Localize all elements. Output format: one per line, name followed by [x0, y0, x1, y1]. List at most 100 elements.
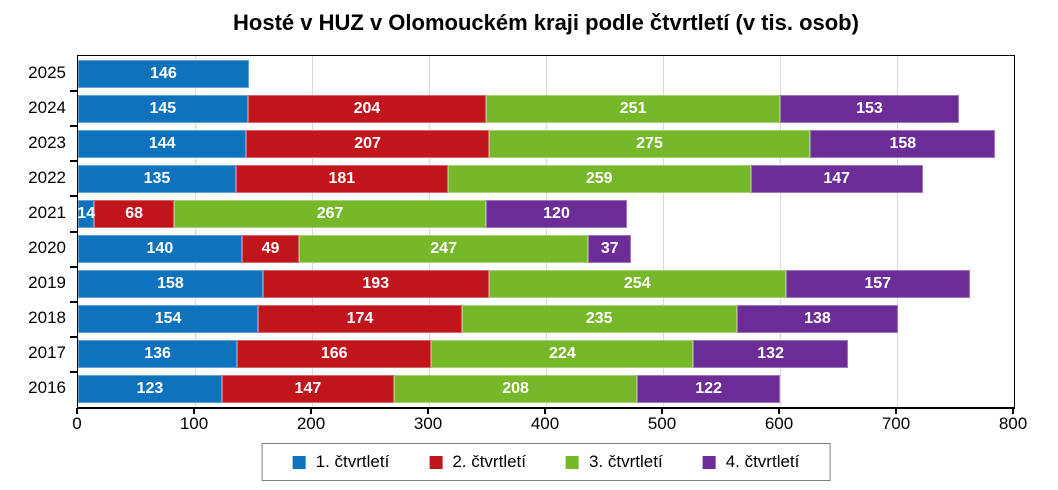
bar-segment-q4: 120: [486, 199, 627, 228]
bar-segment-q1: 135: [78, 164, 236, 193]
bar-segment-q3: 224: [431, 340, 694, 369]
bar-row: 144 207 275 158: [78, 129, 1014, 158]
bar-value-label: 144: [148, 134, 176, 152]
bar-segment-q4: 37: [588, 235, 632, 264]
y-axis-label: 2024: [28, 97, 66, 117]
bar-value-label: 147: [823, 169, 851, 187]
bar-segment-q2: 181: [235, 164, 448, 193]
bar-segment-q4: 153: [779, 94, 959, 123]
bar-segment-q1: 140: [78, 235, 242, 264]
bar-row: 145 204 251 153: [78, 94, 1014, 123]
x-axis-tick: [778, 408, 780, 414]
legend-item-q1: 1. čtvrtletí: [292, 452, 389, 472]
gridline: [897, 56, 898, 407]
x-axis-tick: [76, 408, 78, 414]
y-axis-label: 2018: [28, 308, 66, 328]
bar-row: 136 166 224 132: [78, 340, 1014, 369]
bar-value-label: 193: [362, 275, 390, 293]
bar-segment-q4: 158: [810, 129, 996, 158]
x-axis-tick: [427, 408, 429, 414]
bar-value-label: 251: [619, 99, 647, 117]
y-axis-tick: [70, 125, 77, 128]
bar-value-label: 157: [864, 275, 892, 293]
bar-segment-q3: 275: [488, 129, 811, 158]
bar-value-label: 166: [320, 345, 348, 363]
x-axis-label: 700: [881, 414, 911, 433]
bar-row: 154 174 235 138: [78, 305, 1014, 334]
legend-swatch-q4: [702, 455, 716, 469]
bar-segment-q4: 132: [693, 340, 848, 369]
x-axis-label: 600: [764, 414, 794, 433]
bar-row: 14 68 267 120: [77, 199, 1014, 228]
bar-segment-q3: 259: [447, 164, 751, 193]
bar-value-label: 153: [856, 99, 883, 117]
y-axis-label: 2022: [28, 167, 66, 187]
bar-segment-q3: 247: [299, 235, 589, 264]
bar-segment-q1: 145: [78, 94, 248, 123]
plot-area: 146 145 204 251 153 144 207 275 158 135 181 259 147 1…: [70, 55, 1015, 409]
bar-row: 158 193 254 157: [78, 270, 1014, 299]
gridline: [663, 56, 664, 407]
x-axis-tick: [193, 408, 195, 414]
bar-segment-q3: 267: [173, 199, 487, 228]
bar-value-label: 146: [150, 64, 177, 82]
legend-swatch-q3: [566, 455, 579, 469]
bar-value-label: 254: [623, 275, 651, 293]
y-axis-tick: [70, 195, 77, 198]
bar-value-label: 147: [294, 380, 322, 398]
y-axis-label: 2021: [28, 202, 66, 222]
bar-segment-q4: 157: [785, 270, 970, 299]
x-axis-label: 400: [530, 414, 560, 433]
legend-swatch-q2: [429, 455, 443, 469]
bar-segment-q1: 123: [78, 375, 222, 404]
bar-segment-q1: 144: [78, 129, 247, 158]
gridline: [312, 56, 313, 407]
y-axis-tick: [70, 265, 77, 268]
bar-segment-q2: 204: [247, 94, 487, 123]
bar-value-label: 136: [144, 345, 171, 363]
bar-segment-q2: 147: [221, 375, 394, 404]
bar-row: 135 181 259 147: [78, 164, 1014, 193]
bar-value-label: 68: [125, 204, 144, 222]
gridline: [429, 56, 430, 407]
y-axis-label: 2025: [28, 62, 66, 82]
bar-row: 146: [78, 59, 1014, 88]
bar-segment-q4: 122: [637, 375, 780, 404]
chart-title: Hosté v HUZ v Olomouckém kraji podle čtv…: [233, 10, 859, 35]
legend-label: 3. čtvrtletí: [589, 452, 663, 471]
bar-value-label: 207: [354, 134, 381, 152]
bar-value-label: 204: [353, 99, 381, 117]
bar-segment-q2: 49: [241, 235, 300, 264]
bar-row: 123 147 208 122: [78, 375, 1014, 404]
bar-segment-q1: 14: [77, 199, 95, 228]
bar-segment-q2: 207: [246, 129, 489, 158]
bar-value-label: 138: [804, 310, 831, 328]
legend-label: 4. čtvrtletí: [725, 452, 800, 471]
bar-value-label: 120: [543, 204, 570, 222]
bar-value-label: 135: [143, 169, 171, 187]
y-axis-label: 2016: [28, 378, 66, 398]
bar-segment-q3: 235: [461, 305, 737, 334]
bar-segment-q3: 254: [488, 270, 786, 299]
gridline: [780, 56, 781, 407]
bar-segment-q1: 136: [78, 340, 238, 369]
y-axis-tick: [70, 370, 77, 373]
bar-value-label: 122: [695, 380, 722, 398]
bar-value-label: 37: [600, 240, 619, 258]
legend-swatch-q1: [292, 455, 306, 469]
bar-value-label: 49: [261, 240, 280, 258]
bar-value-label: 140: [146, 240, 174, 258]
y-axis-tick: [70, 300, 77, 303]
y-axis-label: 2020: [28, 238, 66, 258]
x-axis-label: 500: [647, 414, 677, 433]
bar-segment-q3: 251: [486, 94, 780, 123]
bar-value-label: 247: [430, 240, 457, 258]
bar-value-label: 181: [328, 169, 356, 187]
y-axis-tick: [70, 90, 77, 93]
bar-segment-q2: 166: [237, 340, 432, 369]
bar-value-label: 267: [316, 204, 344, 222]
gridline: [546, 56, 547, 407]
bar-value-label: 275: [636, 134, 663, 152]
x-axis-label: 0: [72, 414, 82, 433]
